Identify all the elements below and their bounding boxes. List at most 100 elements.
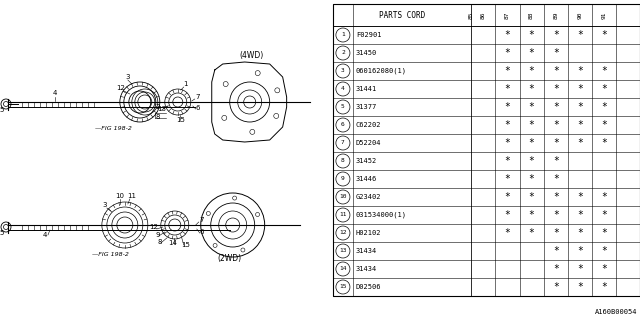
- Text: 2: 2: [341, 51, 345, 55]
- Text: 4: 4: [43, 232, 47, 238]
- Text: 85: 85: [469, 11, 474, 19]
- Text: *: *: [504, 30, 511, 40]
- Text: 15: 15: [339, 284, 347, 290]
- Text: 15: 15: [176, 117, 185, 123]
- Text: 10: 10: [339, 195, 347, 199]
- Text: 14: 14: [168, 240, 177, 246]
- Text: *: *: [601, 66, 607, 76]
- Text: *: *: [529, 156, 534, 166]
- Text: *: *: [577, 30, 582, 40]
- Text: *: *: [553, 282, 559, 292]
- Text: *: *: [504, 192, 511, 202]
- Text: *: *: [529, 120, 534, 130]
- Text: 1: 1: [341, 33, 345, 37]
- Text: *: *: [553, 246, 559, 256]
- Text: *: *: [504, 228, 511, 238]
- Text: *: *: [601, 228, 607, 238]
- Text: 1: 1: [183, 81, 188, 87]
- Text: *: *: [504, 102, 511, 112]
- Text: 6: 6: [341, 123, 345, 127]
- Text: *: *: [504, 156, 511, 166]
- Text: 6: 6: [196, 105, 200, 111]
- Text: *: *: [529, 174, 534, 184]
- Text: *: *: [553, 120, 559, 130]
- Text: *: *: [553, 192, 559, 202]
- Text: 89: 89: [553, 11, 558, 19]
- Text: 88: 88: [529, 11, 534, 19]
- Text: F02901: F02901: [356, 32, 381, 38]
- Text: 31441: 31441: [356, 86, 377, 92]
- Text: 7: 7: [341, 140, 345, 146]
- Text: *: *: [577, 282, 582, 292]
- Text: *: *: [529, 30, 534, 40]
- Text: 14: 14: [339, 267, 347, 271]
- Text: 5: 5: [0, 107, 4, 113]
- Text: 10: 10: [115, 193, 124, 199]
- Text: 3: 3: [103, 202, 108, 208]
- Text: 91: 91: [602, 11, 606, 19]
- Text: 4: 4: [52, 90, 57, 96]
- Text: *: *: [577, 66, 582, 76]
- Text: 31434: 31434: [356, 266, 377, 272]
- Text: 31450: 31450: [356, 50, 377, 56]
- Text: 31452: 31452: [356, 158, 377, 164]
- Text: PARTS CORD: PARTS CORD: [379, 11, 425, 20]
- Text: 8: 8: [158, 239, 163, 245]
- Text: *: *: [553, 228, 559, 238]
- Text: *: *: [504, 66, 511, 76]
- Text: C62202: C62202: [356, 122, 381, 128]
- Text: *: *: [601, 246, 607, 256]
- Text: *: *: [577, 120, 582, 130]
- Text: 31377: 31377: [356, 104, 377, 110]
- Text: *: *: [601, 84, 607, 94]
- Text: *: *: [601, 264, 607, 274]
- Text: *: *: [529, 228, 534, 238]
- Text: *: *: [577, 84, 582, 94]
- Text: 8: 8: [341, 158, 345, 164]
- Text: *: *: [553, 156, 559, 166]
- Text: 3: 3: [341, 68, 345, 74]
- Text: 13: 13: [339, 249, 347, 253]
- Text: 12: 12: [116, 85, 125, 91]
- Text: *: *: [601, 102, 607, 112]
- Text: 12: 12: [149, 224, 157, 230]
- Text: 4: 4: [341, 86, 345, 92]
- Text: —FIG 198-2: —FIG 198-2: [92, 252, 129, 257]
- Text: 31434: 31434: [356, 248, 377, 254]
- Text: *: *: [577, 264, 582, 274]
- Text: *: *: [577, 138, 582, 148]
- Text: *: *: [504, 120, 511, 130]
- Text: 3: 3: [126, 74, 131, 80]
- Text: 15: 15: [180, 242, 189, 248]
- Text: *: *: [553, 30, 559, 40]
- Text: *: *: [553, 84, 559, 94]
- Text: H02102: H02102: [356, 230, 381, 236]
- Text: *: *: [504, 138, 511, 148]
- Text: *: *: [601, 192, 607, 202]
- Text: *: *: [504, 48, 511, 58]
- Text: *: *: [529, 102, 534, 112]
- Text: 9: 9: [341, 177, 345, 181]
- Text: *: *: [529, 48, 534, 58]
- Text: *: *: [504, 210, 511, 220]
- Text: *: *: [529, 84, 534, 94]
- Text: 7: 7: [196, 94, 200, 100]
- Text: *: *: [553, 102, 559, 112]
- Text: *: *: [553, 48, 559, 58]
- Text: *: *: [601, 30, 607, 40]
- Text: *: *: [529, 210, 534, 220]
- Text: *: *: [577, 228, 582, 238]
- Text: 060162080(1): 060162080(1): [356, 68, 407, 74]
- Text: *: *: [553, 66, 559, 76]
- Text: 7: 7: [200, 217, 204, 223]
- Text: *: *: [529, 66, 534, 76]
- Text: *: *: [577, 210, 582, 220]
- Text: 8: 8: [156, 114, 160, 120]
- Text: 11: 11: [127, 193, 136, 199]
- Text: A160B00054: A160B00054: [595, 309, 637, 315]
- Text: 6: 6: [200, 229, 204, 235]
- Text: 86: 86: [481, 11, 486, 19]
- Text: *: *: [504, 84, 511, 94]
- Text: *: *: [577, 246, 582, 256]
- Text: *: *: [553, 138, 559, 148]
